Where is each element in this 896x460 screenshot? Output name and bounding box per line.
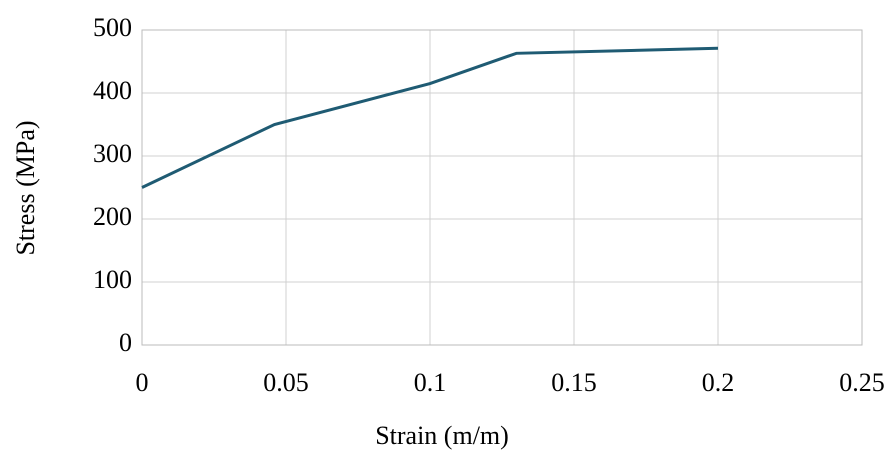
data-line (141, 46, 719, 189)
plot-frame (141, 29, 863, 346)
y-axis-label: Stress (MPa) (11, 120, 40, 255)
y-tick-label: 300 (93, 139, 132, 168)
y-tick-label: 0 (119, 328, 132, 357)
x-tick-label: 0.2 (702, 368, 735, 397)
x-tick-label: 0.05 (263, 368, 309, 397)
y-tick-label: 500 (93, 13, 132, 42)
x-tick-label: 0.1 (414, 368, 447, 397)
y-tick-label: 200 (93, 202, 132, 231)
y-tick-label: 400 (93, 76, 132, 105)
x-tick-label: 0.15 (551, 368, 597, 397)
y-tick-label: 100 (93, 265, 132, 294)
x-tick-label: 0.25 (839, 368, 885, 397)
x-axis-label: Strain (m/m) (375, 421, 509, 450)
x-tick-label: 0 (136, 368, 149, 397)
